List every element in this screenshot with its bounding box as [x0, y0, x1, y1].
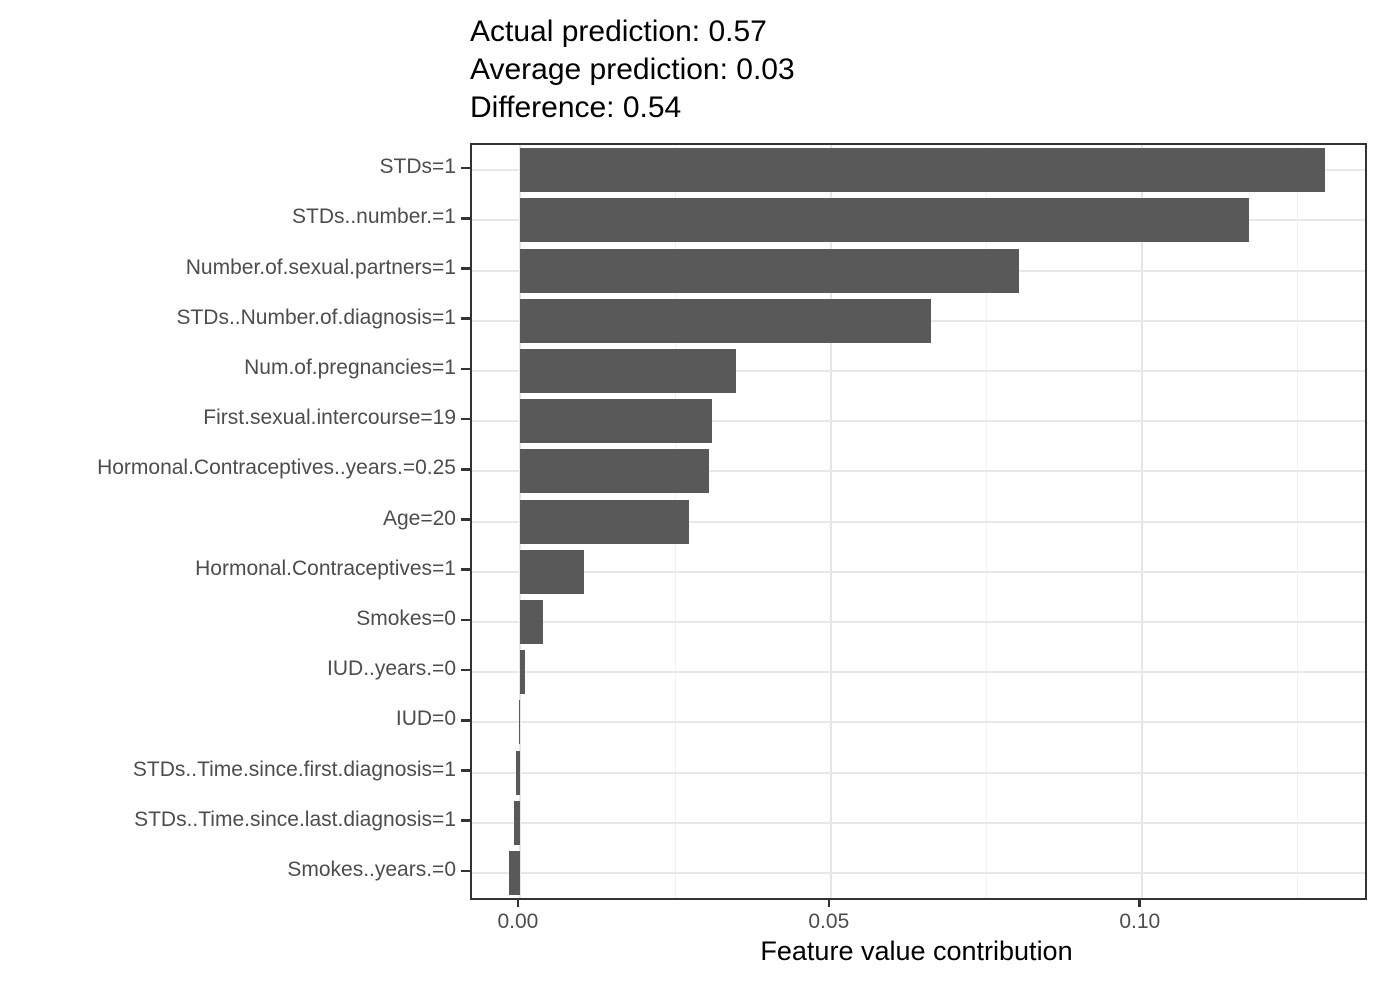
contribution-bar [519, 549, 584, 594]
contribution-bar [519, 650, 525, 695]
x-axis-tick-label: 0.10 [1119, 910, 1161, 933]
x-axis-tick-label: 0.00 [497, 910, 539, 933]
y-axis-tick [461, 719, 470, 722]
contribution-bar [519, 248, 1020, 293]
y-axis-label: STDs..number.=1 [292, 205, 456, 229]
contribution-bar [509, 850, 520, 895]
prediction-summary: Actual prediction: 0.57 Average predicti… [470, 13, 795, 127]
y-axis-label: STDs=1 [379, 155, 456, 179]
y-axis-tick [461, 417, 470, 421]
plot-panel [470, 143, 1367, 900]
y-axis-label: Smokes=0 [356, 606, 456, 630]
y-axis-label: STDs..Time.since.last.diagnosis=1 [134, 807, 456, 831]
y-axis-tick [461, 367, 470, 371]
x-axis-tick-label: 0.05 [808, 910, 850, 933]
y-axis-tick [461, 568, 470, 571]
y-axis-label: Hormonal.Contraceptives=1 [195, 556, 456, 580]
y-axis-tick [461, 217, 470, 220]
row-gridline [472, 520, 1365, 523]
y-axis-tick [461, 618, 470, 622]
contribution-bar [519, 348, 737, 393]
y-axis-tick [461, 518, 470, 521]
contribution-bar [519, 449, 709, 494]
y-axis-label: Hormonal.Contraceptives..years.=0.25 [97, 456, 456, 480]
y-axis-label: STDs..Time.since.first.diagnosis=1 [132, 757, 456, 781]
x-axis-title: Feature value contribution [760, 936, 1073, 966]
contribution-bar [519, 298, 931, 343]
y-axis-tick [461, 468, 470, 471]
row-gridline [472, 871, 1365, 874]
y-axis-label: IUD=0 [395, 707, 456, 731]
y-axis-label: Num.of.pregnancies=1 [244, 355, 456, 379]
contribution-bar [513, 800, 520, 845]
y-axis-tick [461, 769, 470, 772]
y-axis-label: Number.of.sexual.partners=1 [185, 255, 456, 279]
actual-prediction-text: Actual prediction: 0.57 [470, 15, 767, 48]
y-axis-tick [461, 819, 470, 822]
row-gridline [472, 620, 1365, 623]
contribution-bar [519, 148, 1326, 193]
y-axis-label: First.sexual.intercourse=19 [203, 406, 456, 430]
difference-text: Difference: 0.54 [470, 91, 682, 124]
row-gridline [472, 721, 1365, 724]
y-axis-tick [461, 317, 470, 320]
row-gridline [472, 570, 1365, 573]
contribution-bar [519, 198, 1249, 243]
y-axis-label: Smokes..years.=0 [287, 857, 456, 881]
row-gridline [472, 821, 1365, 824]
x-axis-tick [827, 898, 831, 907]
contribution-bar [519, 599, 543, 644]
contribution-bar [516, 750, 520, 795]
contribution-bar [519, 399, 713, 444]
contribution-bar [519, 499, 690, 544]
y-axis-tick [461, 668, 470, 672]
y-axis-tick [461, 166, 470, 170]
y-axis-tick [461, 267, 470, 270]
row-gridline [472, 470, 1365, 473]
x-axis-tick [516, 898, 520, 907]
y-axis-label: STDs..Number.of.diagnosis=1 [176, 305, 456, 329]
x-axis-tick [1138, 898, 1142, 907]
row-gridline [472, 771, 1365, 774]
row-gridline [472, 671, 1365, 674]
y-axis-tick [461, 869, 470, 873]
row-gridline [472, 369, 1365, 372]
average-prediction-text: Average prediction: 0.03 [470, 53, 795, 86]
y-axis-label: Age=20 [383, 506, 456, 530]
contribution-bar [518, 700, 520, 745]
y-axis-label: IUD..years.=0 [327, 657, 456, 681]
row-gridline [472, 420, 1365, 423]
